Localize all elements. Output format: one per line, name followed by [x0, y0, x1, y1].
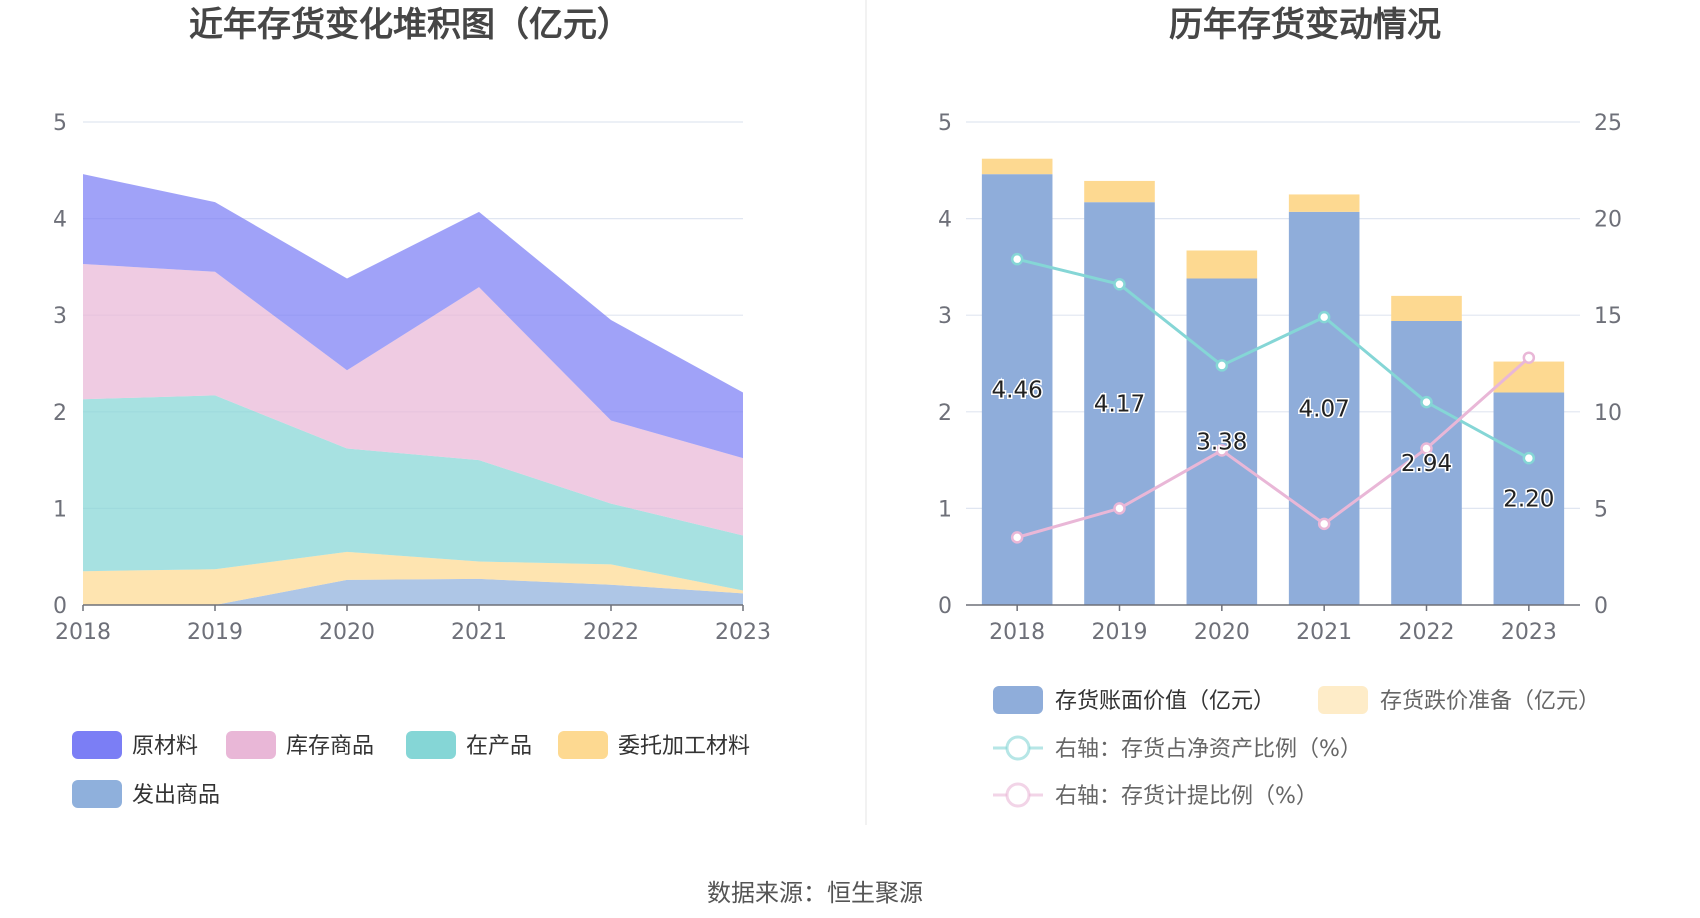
line-point: [1420, 395, 1433, 409]
right-x-tick-label: 2023: [1501, 620, 1557, 645]
bar-value-label: 4.17: [1094, 392, 1145, 418]
right-y2-tick-label: 5: [1594, 497, 1608, 522]
legend-label: 右轴：存货计提比例（%）: [1055, 784, 1318, 809]
legend-label: 委托加工材料: [618, 734, 750, 759]
right-x-tick-label: 2021: [1296, 620, 1352, 645]
area-series-3: [83, 264, 743, 536]
right-chart-panel: 历年存货变动情况 4.464.173.384.072.942.20 2018 20…: [938, 5, 1622, 809]
bar-book-value: [1186, 278, 1258, 605]
left-area-series: [83, 174, 743, 605]
right-y-tick-label: 4: [938, 208, 952, 233]
bar-impairment: [1493, 361, 1565, 393]
area-series-0: [83, 578, 743, 605]
bar-impairment: [1288, 194, 1360, 212]
legend-swatch: [72, 731, 122, 759]
right-y2-tick-label: 20: [1594, 208, 1622, 233]
left-y-tick-label: 0: [53, 594, 67, 619]
bar-book-value: [1288, 211, 1360, 605]
right-legend: 存货账面价值（亿元） 存货跌价准备（亿元） 右轴：存货占净资产比例（%） 右轴：存货计…: [993, 686, 1600, 809]
area-series-4: [83, 174, 743, 459]
line-point: [1010, 531, 1024, 544]
left-x-tick-label: 2021: [451, 620, 507, 645]
line-point: [1215, 444, 1229, 457]
right-y2-tick-label: 10: [1594, 401, 1622, 426]
right-chart-title: 历年存货变动情况: [1169, 5, 1441, 45]
right-x-tick-label: 2020: [1194, 620, 1250, 645]
legend-swatch: [558, 731, 608, 759]
legend-label: 发出商品: [132, 783, 220, 808]
area-series-1: [83, 551, 743, 605]
legend-label: 存货跌价准备（亿元）: [1380, 689, 1600, 714]
bar-impairment: [981, 158, 1053, 175]
line-point: [1420, 442, 1433, 455]
right-y-tick-label: 5: [938, 111, 952, 136]
left-x-tick-label: 2023: [715, 620, 771, 645]
bar-book-value: [1084, 202, 1155, 606]
left-y-tick-label: 1: [53, 497, 67, 522]
line-point: [1113, 502, 1126, 515]
bar-impairment: [1186, 250, 1258, 279]
right-y2-tick-label: 25: [1594, 111, 1622, 136]
legend-label: 右轴：存货占净资产比例（%）: [1055, 737, 1362, 762]
legend-marker: [1005, 735, 1031, 761]
right-axes: 2018 2019 2020 2021 2022 2023 0 1 2 3 4 5 0 5 10 15 20 25: [938, 111, 1622, 645]
data-source-text: 数据来源：恒生聚源: [707, 879, 923, 907]
bar-value-label: 3.38: [1196, 430, 1247, 456]
right-line-series: [1010, 252, 1536, 544]
line-point: [1522, 351, 1536, 364]
right-y-tick-label: 3: [938, 304, 952, 329]
right-y2-tick-label: 0: [1594, 594, 1608, 619]
line-point: [1317, 517, 1331, 531]
right-y-tick-label: 2: [938, 401, 952, 426]
line-point: [1010, 252, 1024, 266]
line-series-0: [1016, 257, 1530, 460]
line-series-1: [1016, 356, 1530, 539]
legend-swatch: [1318, 686, 1368, 714]
bar-value-label: 4.46: [992, 378, 1043, 404]
right-x-tick-label: 2019: [1092, 620, 1148, 645]
left-y-tick-label: 3: [53, 304, 67, 329]
legend-swatch: [72, 780, 122, 808]
right-grid: [966, 121, 1580, 509]
left-axes: 2018 2019 2020 2021 2022 2023 0 1 2 3 4 5: [53, 111, 771, 645]
legend-label: 库存商品: [286, 734, 374, 759]
bar-impairment: [1391, 295, 1462, 321]
bar-value-label: 2.94: [1401, 451, 1452, 477]
line-point: [1522, 451, 1536, 465]
line-point: [1215, 359, 1229, 372]
left-x-tick-label: 2019: [187, 620, 243, 645]
bar-value-label: 2.20: [1503, 487, 1554, 513]
right-x-tick-label: 2018: [989, 620, 1045, 645]
bar-impairment: [1084, 180, 1155, 203]
line-point: [1113, 278, 1126, 291]
area-series-2: [83, 395, 743, 591]
legend-label: 存货账面价值（亿元）: [1055, 689, 1275, 714]
legend-marker: [1005, 782, 1031, 808]
left-y-tick-label: 5: [53, 111, 67, 136]
right-x-tick-label: 2022: [1399, 620, 1455, 645]
legend-label: 原材料: [132, 734, 198, 759]
left-x-tick-label: 2022: [583, 620, 639, 645]
legend-swatch: [226, 731, 276, 759]
left-y-tick-label: 2: [53, 401, 67, 426]
left-x-tick-label: 2018: [55, 620, 111, 645]
legend-swatch: [406, 731, 456, 759]
right-bar-series: [981, 158, 1565, 606]
legend-label: 在产品: [466, 734, 532, 759]
right-y-tick-label: 0: [938, 594, 952, 619]
line-point: [1317, 310, 1331, 324]
bar-value-label: 4.07: [1299, 396, 1350, 422]
right-y2-tick-label: 15: [1594, 304, 1622, 329]
right-bar-labels: 4.46 4.17 3.38 4.07 2.94 2.20: [990, 376, 1556, 514]
bar-book-value: [1391, 320, 1462, 605]
left-chart-panel: 近年存货变化堆积图（亿元） 2018 2019 2020 2021 2022 2023 0 1…: [53, 5, 771, 808]
left-x-tick-label: 2020: [319, 620, 375, 645]
left-chart-title: 近年存货变化堆积图（亿元）: [189, 5, 631, 45]
left-y-tick-label: 4: [53, 208, 67, 233]
legend-swatch: [993, 686, 1043, 714]
right-y-tick-label: 1: [938, 497, 952, 522]
bar-book-value: [1493, 392, 1565, 605]
